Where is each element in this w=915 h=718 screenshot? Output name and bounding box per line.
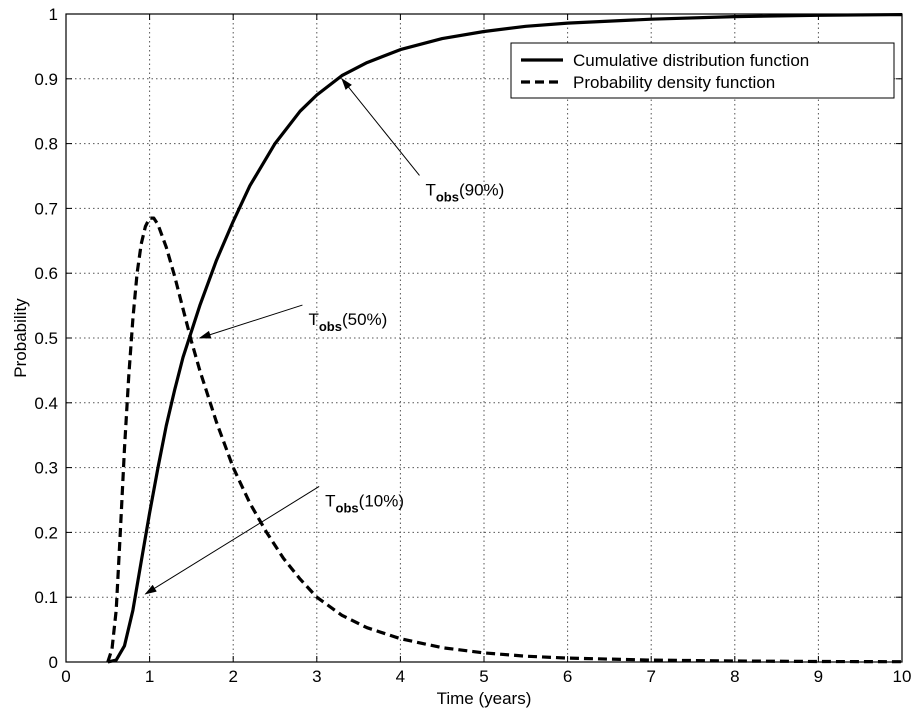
x-tick-label-10: 10 [893, 667, 912, 686]
series-line-cdf [107, 13, 903, 664]
annotation-arrow-1 [198, 304, 303, 339]
y-tick-label-6: 0.6 [34, 264, 58, 283]
legend-box [510, 42, 895, 99]
annotation-label-1: Tobs(50%) [308, 310, 387, 334]
x-tick-label-2: 2 [228, 667, 237, 686]
y-tick-label-9: 0.9 [34, 70, 58, 89]
x-tick-label-3: 3 [312, 667, 321, 686]
y-tick-label-8: 0.8 [34, 135, 58, 154]
axis-ticks: 0 1 2 3 4 5 6 7 8 9 10 0 0.1 0.2 0.3 0.4 0.5 0.6 0.7 0.8 0.9… [34, 5, 911, 686]
series-layer [106, 13, 903, 664]
y-axis-label: Probability [11, 298, 30, 378]
annotation-arrow-2 [144, 486, 320, 595]
annotation-label-2: Tobs(10%) [325, 491, 404, 515]
grid-lines [66, 14, 902, 662]
annotation-label-0: Tobs(90%) [425, 180, 504, 204]
y-tick-label-5: 0.5 [34, 329, 58, 348]
x-tick-label-0: 0 [61, 667, 70, 686]
x-tick-label-1: 1 [145, 667, 154, 686]
y-tick-label-2: 0.2 [34, 523, 58, 542]
y-tick-label-0: 0 [49, 653, 58, 672]
legend: Cumulative distribution function Probabi… [510, 42, 895, 99]
x-tick-label-6: 6 [563, 667, 572, 686]
y-tick-label-7: 0.7 [34, 199, 58, 218]
x-tick-label-4: 4 [396, 667, 405, 686]
x-axis-label: Time (years) [437, 689, 532, 708]
x-tick-label-9: 9 [814, 667, 823, 686]
series-line-pdf [106, 216, 903, 664]
annotation-arrow-0 [341, 78, 420, 176]
legend-entry-pdf: Probability density function [573, 73, 775, 92]
y-tick-label-1: 0.1 [34, 588, 58, 607]
x-tick-label-5: 5 [479, 667, 488, 686]
x-tick-label-7: 7 [646, 667, 655, 686]
x-tick-label-8: 8 [730, 667, 739, 686]
annotations: Tobs(90%) Tobs(50%) Tobs(10%) [144, 78, 504, 595]
y-tick-label-3: 0.3 [34, 459, 58, 478]
y-tick-label-4: 0.4 [34, 394, 58, 413]
y-tick-label-10: 1 [49, 5, 58, 24]
legend-entry-cdf: Cumulative distribution function [573, 51, 809, 70]
